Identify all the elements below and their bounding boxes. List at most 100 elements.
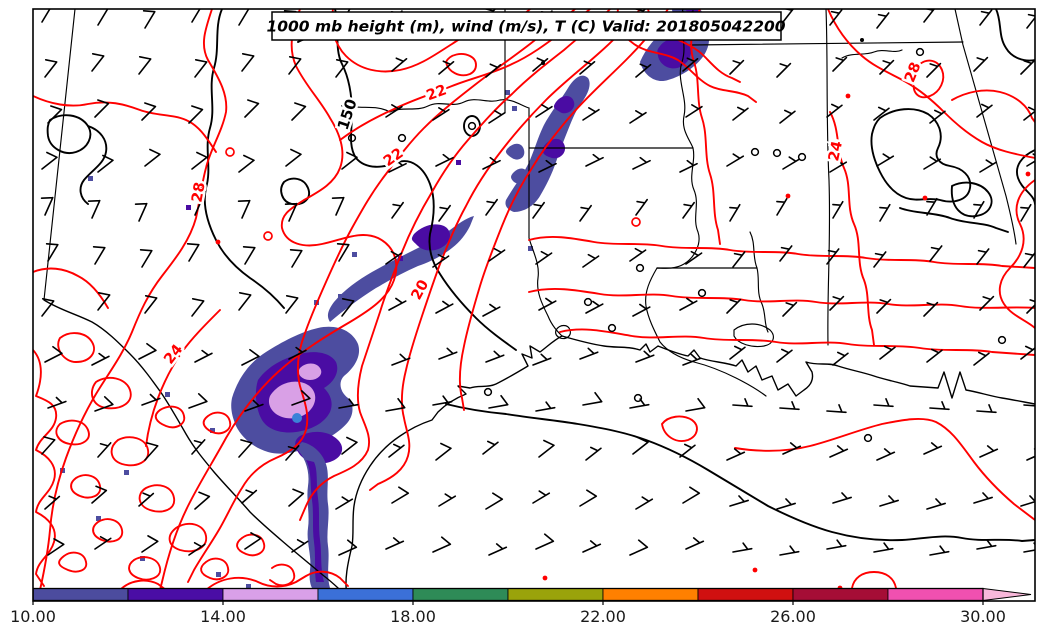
wind-barb <box>194 491 211 510</box>
wind-barb <box>732 398 753 408</box>
wind-barb <box>726 153 745 167</box>
wind-barb <box>979 295 995 311</box>
wind-barb <box>338 398 359 409</box>
wind-barb <box>435 153 454 167</box>
precip-cell <box>352 252 357 257</box>
colorbar-tick-label: 30.00 <box>960 607 1006 626</box>
temp-contour-mx <box>202 411 232 435</box>
wind-barb <box>538 159 557 173</box>
wind-barb <box>238 154 255 173</box>
temp-contour <box>159 9 398 591</box>
temp-contour-mx <box>119 579 167 591</box>
wind-barb <box>242 246 256 265</box>
wind-barb <box>685 104 703 118</box>
wind-barb <box>432 536 452 553</box>
wind-barb <box>535 250 553 265</box>
colorbar <box>33 587 1032 601</box>
calm-wind-circle <box>483 387 493 397</box>
wind-barb <box>876 298 892 314</box>
state-borders-and-coast <box>43 9 1035 597</box>
wind-barb <box>438 493 457 507</box>
precip-cell <box>528 246 533 251</box>
temp-contour-mx <box>70 474 102 499</box>
wind-barb <box>338 539 358 556</box>
height-contour-al <box>870 108 972 203</box>
wind-barb <box>976 539 997 550</box>
wind-barb <box>973 351 990 366</box>
wind-barb <box>629 539 649 556</box>
wind-barb <box>876 448 896 461</box>
wind-barb <box>635 496 654 510</box>
temp-contour <box>33 267 109 309</box>
calm-wind-circle <box>347 133 357 143</box>
wind-barb <box>873 398 894 408</box>
red-dot-marker <box>922 195 928 201</box>
wind-barb <box>829 159 848 173</box>
wind-barb <box>782 442 802 455</box>
wind-barb <box>435 300 454 314</box>
red-river <box>344 99 530 113</box>
wind-barb <box>682 57 699 72</box>
wind-barb <box>41 151 58 170</box>
wind-barb <box>335 59 349 78</box>
wind-barb <box>582 540 602 553</box>
wind-barb <box>87 199 101 219</box>
wind-barb <box>432 253 450 268</box>
small-red-contour-circle <box>225 147 235 157</box>
wind-barb <box>832 56 848 72</box>
temp-contour <box>458 9 669 411</box>
wind-barb <box>385 397 406 412</box>
height-contour <box>203 9 285 309</box>
wind-barb <box>391 57 408 72</box>
wind-barb <box>191 298 205 317</box>
wind-barb <box>632 436 649 455</box>
colorbar-tick-label: 14.00 <box>200 607 246 626</box>
rio-grande-river <box>43 299 348 597</box>
wind-barb <box>44 345 63 363</box>
wind-barb <box>47 105 63 124</box>
wind-barb <box>976 103 993 118</box>
wind-barb <box>632 156 651 170</box>
calm-wind-circle <box>633 393 643 403</box>
precip-blob <box>292 413 302 423</box>
colorbar-segment <box>507 588 604 601</box>
wind-barb <box>391 486 410 504</box>
wind-barb <box>682 201 695 219</box>
wind-barb <box>782 156 801 170</box>
wind-barb <box>879 495 899 507</box>
wind-barb <box>635 350 655 363</box>
wind-barb <box>335 496 354 510</box>
precip-cell <box>140 556 145 561</box>
wind-barb <box>45 243 59 262</box>
wind-barb <box>141 102 157 121</box>
wind-barb <box>144 148 161 167</box>
wind-barb <box>679 297 698 311</box>
wind-barb <box>488 110 506 124</box>
colorbar-tick-labels: 10.00 14.00 18.00 22.00 26.00 30.00 <box>10 600 1006 626</box>
wind-barb <box>832 351 849 366</box>
wind-barb <box>879 203 891 222</box>
precip-cell <box>96 516 101 521</box>
wind-barb <box>141 535 159 553</box>
wind-barb <box>92 246 106 265</box>
wind-barb <box>385 104 403 118</box>
wind-barb <box>532 490 551 504</box>
wind-barb <box>585 446 602 461</box>
wind-barb <box>341 436 358 455</box>
colorbar-segment <box>602 588 699 601</box>
wind-barb <box>285 445 300 461</box>
wind-barb <box>238 292 252 311</box>
wind-barb <box>341 298 355 317</box>
wind-barb <box>538 439 555 458</box>
wind-barb <box>388 159 407 173</box>
colorbar-segment <box>222 588 319 601</box>
wind-barb <box>194 349 213 363</box>
wind-barb <box>579 204 592 222</box>
wind-barb <box>341 151 358 170</box>
wind-barb <box>288 346 307 360</box>
wind-barb <box>1023 398 1035 408</box>
wind-barb <box>194 59 208 78</box>
colorbar-tick-label: 26.00 <box>770 607 816 626</box>
wind-barb <box>488 543 508 556</box>
